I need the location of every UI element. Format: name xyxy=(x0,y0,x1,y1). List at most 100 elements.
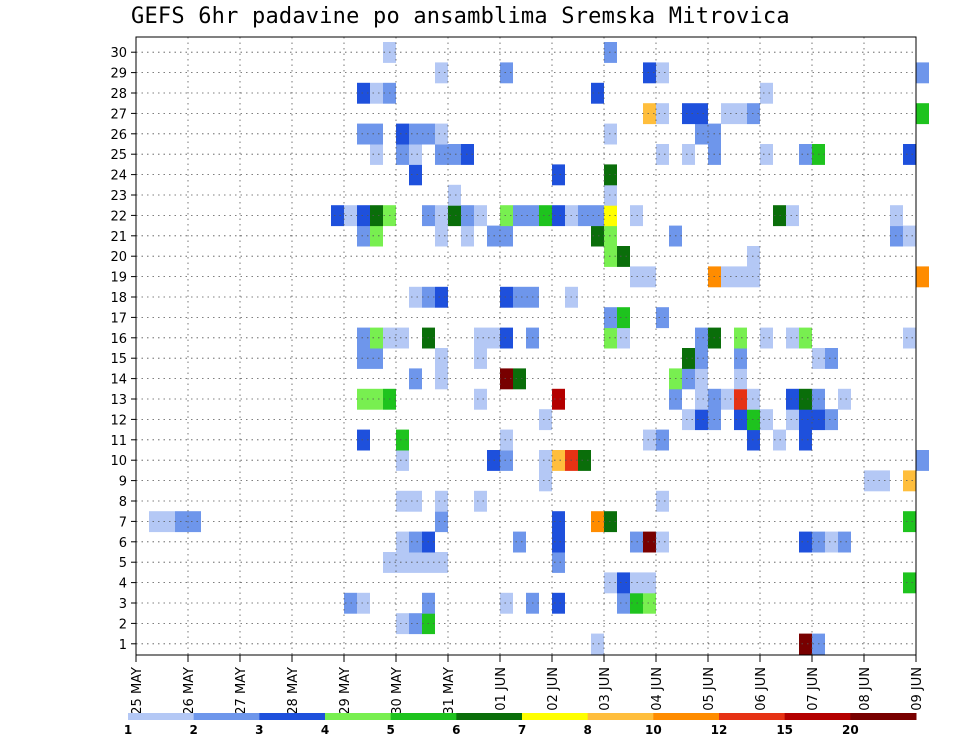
heatmap-cell xyxy=(370,144,383,165)
y-tick-label: 18 xyxy=(110,291,127,306)
y-tick-label: 2 xyxy=(119,617,127,632)
heatmap-cell xyxy=(513,531,526,553)
heatmap-cell xyxy=(409,368,422,390)
heatmap-cell xyxy=(539,205,552,227)
colorbar-swatch xyxy=(719,713,786,720)
heatmap-cell xyxy=(552,205,565,227)
heatmap-cell xyxy=(825,531,838,553)
heatmap-cell xyxy=(448,144,461,165)
heatmap-cell xyxy=(396,327,409,349)
heatmap-cell xyxy=(591,205,604,227)
heatmap-cell xyxy=(500,62,513,84)
x-tick-label: 28 MAY xyxy=(286,667,301,715)
colorbar-swatch xyxy=(456,713,523,720)
heatmap-cell xyxy=(799,144,812,165)
heatmap-cell xyxy=(552,531,565,553)
heatmap-cell xyxy=(695,327,708,349)
heatmap-cell xyxy=(357,205,370,227)
x-tick-label: 02 JUN xyxy=(546,667,561,711)
colorbar-swatch xyxy=(587,713,654,720)
heatmap-cell xyxy=(357,592,370,614)
heatmap-cell xyxy=(682,368,695,390)
heatmap-cell xyxy=(409,531,422,553)
heatmap-cell xyxy=(162,511,175,533)
heatmap-cell xyxy=(500,286,513,308)
heatmap-cell xyxy=(799,531,812,553)
y-tick-label: 17 xyxy=(110,311,127,326)
heatmap-cell xyxy=(903,511,916,533)
heatmap-cell xyxy=(357,429,370,451)
heatmap-cell xyxy=(825,409,838,431)
x-axis: 25 MAY 26 MAY 27 MAY 28 MAY 29 MAY 30 MAY 31 M… xyxy=(130,655,925,715)
heatmap-cell xyxy=(656,429,669,451)
heatmap-cell xyxy=(409,123,422,145)
x-tick-label: 03 JUN xyxy=(598,667,613,711)
y-tick-label: 11 xyxy=(110,434,127,449)
heatmap-cell xyxy=(721,266,734,288)
colorbar-label: 7 xyxy=(518,723,526,737)
heatmap-cell xyxy=(435,225,448,247)
heatmap-cell xyxy=(591,225,604,247)
heatmap-cell xyxy=(370,123,383,145)
colorbar-label: 2 xyxy=(189,723,197,737)
heatmap-cell xyxy=(643,103,656,125)
heatmap-cell xyxy=(786,388,799,410)
heatmap-cell xyxy=(695,348,708,369)
heatmap-cell xyxy=(617,307,630,329)
heatmap-cell xyxy=(656,103,669,125)
heatmap-cell xyxy=(578,205,591,227)
y-tick-label: 6 xyxy=(119,536,127,551)
colorbar-label: 12 xyxy=(711,723,728,737)
heatmap-cell xyxy=(396,123,409,145)
heatmap-cell xyxy=(643,531,656,553)
heatmap-cell xyxy=(474,348,487,369)
heatmap-cell xyxy=(877,470,890,492)
heatmap-cell xyxy=(643,266,656,288)
heatmap-cell xyxy=(435,286,448,308)
heatmap-cell xyxy=(448,205,461,227)
colorbar-label: 10 xyxy=(645,723,662,737)
heatmap-cell xyxy=(760,82,773,104)
heatmap-cell xyxy=(539,470,552,492)
x-tick-label: 04 JUN xyxy=(650,667,665,711)
heatmap-cell xyxy=(500,205,513,227)
colorbar-label: 20 xyxy=(842,723,859,737)
heatmap-cell xyxy=(474,327,487,349)
y-tick-label: 14 xyxy=(110,373,127,388)
heatmap-cell xyxy=(409,552,422,573)
heatmap-cell xyxy=(409,164,422,186)
heatmap-cell xyxy=(370,388,383,410)
heatmap-cell xyxy=(786,409,799,431)
y-tick-label: 29 xyxy=(110,67,127,82)
colorbar-label: 6 xyxy=(452,723,460,737)
heatmap-cell xyxy=(396,490,409,512)
y-tick-label: 8 xyxy=(119,495,127,510)
y-tick-label: 22 xyxy=(110,209,127,224)
heatmap-cell xyxy=(552,164,565,186)
heatmap-cell xyxy=(448,184,461,206)
colorbar-swatch xyxy=(128,713,195,720)
heatmap-cell xyxy=(500,225,513,247)
heatmap-cell xyxy=(695,368,708,390)
heatmap-cell xyxy=(760,327,773,349)
heatmap-cell xyxy=(682,144,695,165)
heatmap-cell xyxy=(409,490,422,512)
colorbar-label: 4 xyxy=(321,723,329,737)
heatmap-cell xyxy=(435,205,448,227)
heatmap-cell xyxy=(903,572,916,594)
heatmap-cell xyxy=(617,246,630,267)
heatmap-cell xyxy=(903,470,916,492)
grid-layer xyxy=(136,37,916,655)
heatmap-cell xyxy=(552,511,565,533)
y-axis: 1234567891011121314151617181920212223242… xyxy=(110,46,136,653)
y-tick-label: 19 xyxy=(110,271,127,286)
heatmap-cell xyxy=(760,409,773,431)
heatmap-cell xyxy=(695,123,708,145)
heatmap-cell xyxy=(331,205,344,227)
heatmap-cell xyxy=(474,388,487,410)
heatmap-cell xyxy=(357,327,370,349)
heatmap-cell xyxy=(617,572,630,594)
heatmap-cell xyxy=(435,62,448,84)
heatmap-cell xyxy=(396,144,409,165)
